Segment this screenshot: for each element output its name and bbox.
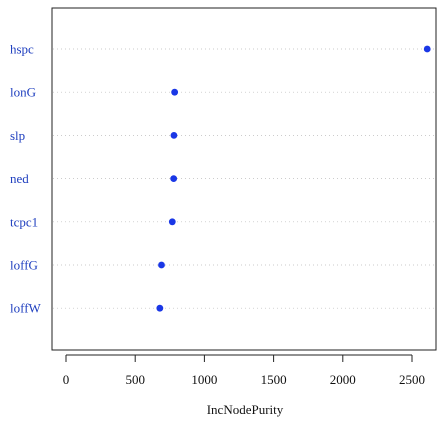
data-points	[156, 45, 431, 312]
plot-frame	[51, 7, 437, 351]
point-slp	[170, 132, 178, 139]
x-tick-label-2500: 2500	[399, 372, 425, 387]
x-tick-label-1500: 1500	[261, 372, 287, 387]
guide-lines	[53, 48, 435, 309]
point-ned	[170, 175, 178, 183]
x-axis-title: IncNodePurity	[207, 402, 284, 417]
category-label-lonG: lonG	[10, 85, 36, 100]
point-tcpc1	[168, 218, 176, 226]
category-label-ned: ned	[10, 171, 29, 186]
point-hspc	[423, 45, 431, 53]
x-axis: 0 500 1000 1500 2000 2500	[63, 354, 425, 387]
x-tick-label-2000: 2000	[330, 372, 356, 387]
x-tick-label-1000: 1000	[191, 372, 217, 387]
category-label-tcpc1: tcpc1	[10, 214, 38, 229]
category-label-hspc: hspc	[10, 42, 34, 57]
point-lonG	[171, 88, 179, 96]
point-loffW	[156, 304, 164, 312]
point-loffG	[158, 261, 165, 269]
category-label-slp: slp	[10, 128, 25, 143]
category-label-loffW: loffW	[10, 301, 42, 316]
category-labels: hspc lonG slp ned tcpc1 loffG loffW	[10, 42, 42, 316]
category-label-loffG: loffG	[10, 258, 38, 273]
x-tick-label-0: 0	[63, 372, 70, 387]
x-tick-label-500: 500	[125, 372, 145, 387]
